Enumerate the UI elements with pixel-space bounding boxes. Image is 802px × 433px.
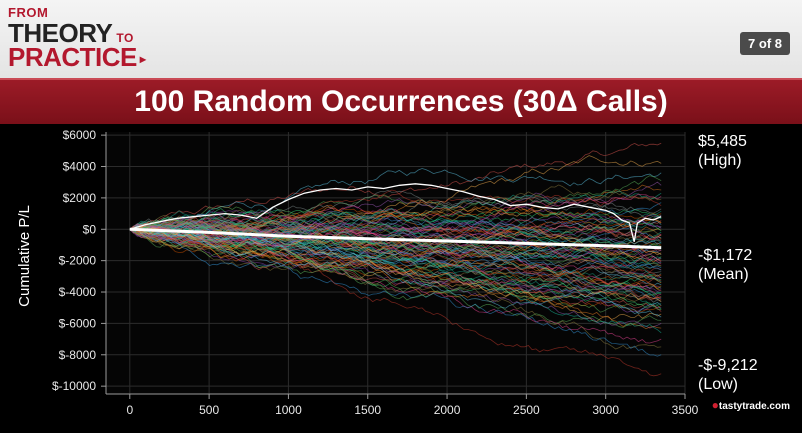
x-tick-label: 1000 — [275, 403, 302, 417]
cherry-icon: ● — [711, 398, 719, 412]
simulation-path — [129, 223, 662, 263]
simulation-path — [129, 229, 662, 278]
chart-area: $6000 $4000 $2000 $0 $-2000 $-4000 $-6000 $-800… — [0, 124, 802, 428]
high-label: (High) — [698, 152, 742, 169]
logo-from: FROM — [8, 5, 49, 20]
y-axis-label: Cumulative P/L — [16, 205, 33, 307]
simulation-path — [129, 228, 662, 313]
simulation-path — [129, 226, 662, 263]
simulation-path — [129, 193, 662, 233]
y-tick-label: $2000 — [63, 191, 97, 205]
mean-value: -$1,172 — [698, 247, 753, 264]
y-tick-label: $-4000 — [59, 285, 97, 299]
simulation-path — [129, 225, 662, 312]
high-annotation: $5,485 (High) — [698, 132, 747, 170]
logo-practice: PRACTICE ▸ — [8, 42, 146, 72]
simulation-path — [129, 225, 662, 253]
low-annotation: -$-9,212 (Low) — [698, 356, 758, 394]
x-tick-label: 3500 — [672, 403, 699, 417]
y-tick-label: $0 — [83, 222, 97, 236]
logo-theory: THEORY TO — [8, 20, 145, 46]
x-tick-label: 2000 — [434, 403, 461, 417]
simulation-path — [129, 215, 662, 252]
x-tick-label: 3000 — [592, 403, 619, 417]
page-indicator: 7 of 8 — [740, 32, 790, 55]
simulation-path — [129, 209, 662, 232]
simulation-path — [129, 228, 662, 357]
play-arrow-icon: ▸ — [139, 52, 146, 67]
y-tick-label: $-10000 — [52, 379, 96, 393]
simulation-path — [129, 228, 662, 302]
header: FROM THEORY TO PRACTICE ▸ 7 of 8 — [0, 0, 802, 78]
y-tick-label: $4000 — [63, 160, 97, 174]
mean-annotation: -$1,172 (Mean) — [698, 246, 752, 284]
low-label: (Low) — [698, 376, 739, 393]
simulation-path — [129, 228, 662, 302]
x-tick-label: 0 — [126, 403, 133, 417]
simulation-path — [129, 219, 662, 268]
simulation-path — [129, 227, 662, 377]
simulation-path — [129, 208, 662, 232]
low-value: -$-9,212 — [698, 357, 758, 374]
simulation-path — [129, 217, 662, 237]
simulation-path — [129, 228, 662, 289]
monte-carlo-line-chart: $6000 $4000 $2000 $0 $-2000 $-4000 $-6000 $-800… — [16, 128, 699, 417]
logo-to: TO — [116, 31, 134, 45]
simulation-path — [129, 222, 662, 288]
highlighted-path-line — [129, 183, 662, 242]
theory-to-practice-logo: FROM THEORY TO PRACTICE ▸ — [8, 5, 146, 72]
mean-path-line — [129, 227, 662, 250]
simulation-path — [129, 228, 662, 344]
simulation-path — [129, 229, 662, 293]
brand-text: tastytrade.com — [718, 401, 790, 412]
simulation-path — [129, 226, 662, 315]
title-bar: 100 Random Occurrences (30Δ Calls) — [0, 78, 802, 124]
simulation-path — [129, 228, 662, 350]
simulation-path — [129, 142, 662, 230]
y-tick-label: $-2000 — [59, 254, 97, 268]
simulation-path — [129, 228, 662, 310]
simulation-path — [129, 226, 662, 300]
logo-practice-text: PRACTICE — [8, 42, 137, 72]
simulation-path — [129, 210, 662, 240]
simulation-path — [129, 217, 662, 265]
tastytrade-logo: ●tastytrade.com — [712, 398, 790, 412]
y-tick-label: $-8000 — [59, 348, 97, 362]
x-tick-label: 500 — [199, 403, 219, 417]
mean-label: (Mean) — [698, 266, 749, 283]
x-tick-label: 2500 — [513, 403, 540, 417]
y-tick-label: $-6000 — [59, 316, 97, 330]
logo-theory-text: THEORY — [8, 18, 113, 48]
simulation-path — [129, 220, 662, 277]
y-tick-label: $6000 — [63, 128, 97, 142]
x-tick-label: 1500 — [354, 403, 381, 417]
chart-title: 100 Random Occurrences (30Δ Calls) — [134, 85, 668, 118]
high-value: $5,485 — [698, 133, 747, 150]
simulation-path — [129, 228, 662, 313]
